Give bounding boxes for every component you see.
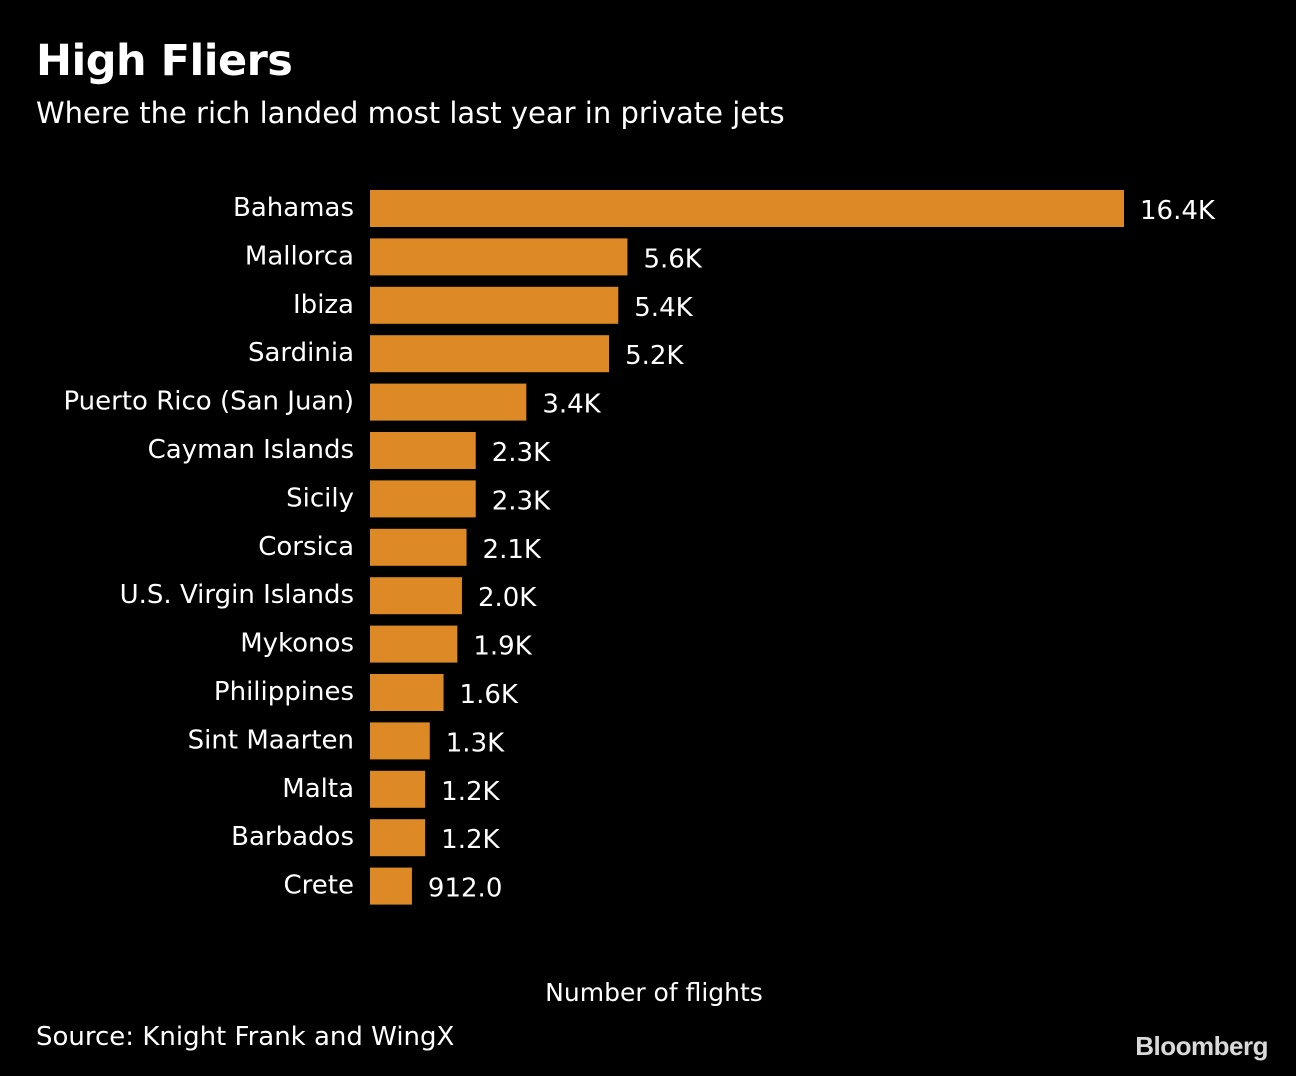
- bar: [370, 238, 628, 276]
- category-label: Mallorca: [245, 241, 354, 271]
- category-label: Sardinia: [248, 338, 354, 368]
- category-label: Cayman Islands: [148, 435, 354, 465]
- category-label: Mykonos: [240, 629, 354, 659]
- bar-row: Puerto Rico (San Juan) 3.4K: [63, 383, 602, 421]
- category-label: Philippines: [214, 677, 354, 707]
- bar: [370, 867, 412, 905]
- bar-row: Cayman Islands 2.3K: [148, 432, 551, 469]
- value-label: 1.2K: [441, 777, 500, 807]
- bar-row: Corsica 2.1K: [258, 528, 542, 566]
- value-label: 16.4K: [1140, 196, 1216, 226]
- value-label: 2.3K: [492, 438, 551, 468]
- bar: [370, 383, 527, 421]
- category-label: Corsica: [258, 532, 354, 562]
- bar: [370, 335, 610, 373]
- chart-subtitle: Where the rich landed most last year in …: [36, 96, 785, 130]
- bar-row: Mykonos 1.9K: [240, 625, 533, 663]
- category-label: Barbados: [231, 822, 354, 852]
- category-label: Ibiza: [293, 290, 354, 320]
- category-label: Sicily: [286, 483, 354, 513]
- value-label: 1.2K: [441, 825, 500, 855]
- value-label: 5.4K: [634, 293, 693, 323]
- bloomberg-logo: Bloomberg: [1135, 1031, 1268, 1061]
- bar: [370, 577, 462, 615]
- bar: [370, 528, 467, 566]
- bar-row: Crete 912.0: [284, 867, 502, 905]
- bar: [370, 286, 619, 324]
- value-label: 2.3K: [492, 486, 551, 516]
- bar-row: Philippines 1.6K: [214, 674, 519, 711]
- value-label: 3.4K: [542, 390, 601, 420]
- source-note: Source: Knight Frank and WingX: [36, 1022, 455, 1052]
- bar: [370, 480, 476, 518]
- bar-row: Malta 1.2K: [282, 770, 501, 808]
- bar: [370, 819, 426, 857]
- bar: [370, 432, 476, 469]
- category-label: Puerto Rico (San Juan): [63, 387, 354, 417]
- category-label: Bahamas: [233, 193, 354, 223]
- value-label: 1.6K: [460, 680, 519, 710]
- value-label: 1.3K: [446, 728, 505, 758]
- bar-row: Barbados 1.2K: [231, 819, 501, 857]
- bar-row: Sicily 2.3K: [286, 480, 551, 518]
- bar-row: Ibiza 5.4K: [293, 286, 694, 324]
- bar-row: U.S. Virgin Islands 2.0K: [120, 577, 537, 615]
- category-label: Crete: [284, 871, 354, 901]
- value-label: 2.0K: [478, 583, 537, 613]
- bar: [370, 722, 430, 760]
- x-axis-label: Number of flights: [545, 978, 763, 1007]
- value-label: 912.0: [428, 874, 502, 904]
- value-label: 2.1K: [483, 535, 542, 565]
- bar-row: Sint Maarten 1.3K: [188, 722, 505, 760]
- bar-row: Mallorca 5.6K: [245, 238, 703, 276]
- bar-row: Sardinia 5.2K: [248, 335, 684, 373]
- value-label: 1.9K: [473, 632, 532, 662]
- category-label: U.S. Virgin Islands: [120, 580, 354, 610]
- bar: [370, 770, 426, 808]
- value-label: 5.2K: [625, 341, 684, 371]
- category-label: Sint Maarten: [188, 725, 354, 755]
- bar: [370, 190, 1124, 227]
- category-label: Malta: [282, 774, 354, 804]
- bar: [370, 625, 458, 663]
- value-label: 5.6K: [643, 244, 702, 274]
- bar: [370, 674, 444, 711]
- bar-row: Bahamas 16.4K: [233, 190, 1216, 227]
- chart-title: High Fliers: [36, 36, 293, 86]
